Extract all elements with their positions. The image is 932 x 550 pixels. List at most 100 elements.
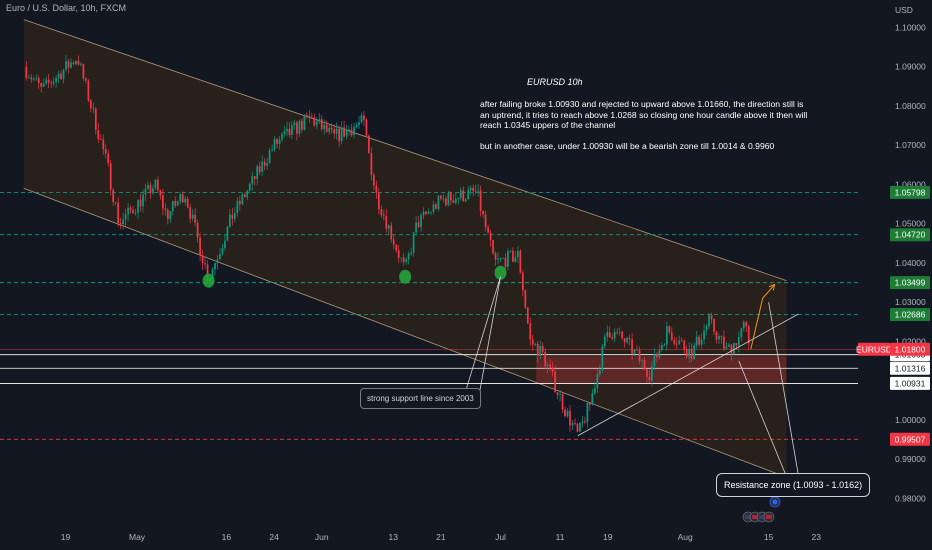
candle-body[interactable] <box>80 63 82 65</box>
candle-body[interactable] <box>397 250 400 258</box>
level-price-badge-2[interactable] <box>890 276 930 290</box>
candle-body[interactable] <box>636 349 638 351</box>
candle-body[interactable] <box>273 138 276 150</box>
candle-body[interactable] <box>127 207 129 215</box>
candle-body[interactable] <box>291 125 293 136</box>
candle-body[interactable] <box>539 345 542 356</box>
candle-body[interactable] <box>47 79 50 83</box>
candle-body[interactable] <box>544 351 547 367</box>
candle-body[interactable] <box>407 253 410 260</box>
candle-body[interactable] <box>728 344 730 347</box>
candle-body[interactable] <box>60 73 62 80</box>
candle-body[interactable] <box>296 122 298 134</box>
candle-body[interactable] <box>358 122 360 126</box>
candle-body[interactable] <box>62 69 65 80</box>
candle-body[interactable] <box>97 130 100 140</box>
candle-body[interactable] <box>569 410 571 426</box>
candle-body[interactable] <box>410 252 412 254</box>
candle-body[interactable] <box>613 331 616 339</box>
candle-body[interactable] <box>169 211 172 220</box>
candle-body[interactable] <box>469 187 472 191</box>
candle-body[interactable] <box>440 195 442 199</box>
candle-body[interactable] <box>412 232 415 253</box>
candle-body[interactable] <box>598 370 601 375</box>
candle-body[interactable] <box>65 61 67 70</box>
candle-body[interactable] <box>189 207 192 219</box>
candle-body[interactable] <box>673 339 676 344</box>
candle-body[interactable] <box>191 214 194 219</box>
candle-body[interactable] <box>281 134 283 140</box>
candle-body[interactable] <box>343 127 345 137</box>
candle-body[interactable] <box>353 127 355 136</box>
candle-body[interactable] <box>690 348 693 359</box>
candle-body[interactable] <box>288 128 291 136</box>
candle-body[interactable] <box>70 62 72 68</box>
candle-body[interactable] <box>551 367 554 372</box>
candle-body[interactable] <box>708 315 710 326</box>
candle-body[interactable] <box>214 263 216 270</box>
candle-body[interactable] <box>283 131 286 135</box>
channel-upper-line[interactable] <box>23 19 787 282</box>
resistance-callout[interactable]: Resistance zone (1.0093 - 1.0162) <box>716 473 871 497</box>
candle-body[interactable] <box>224 240 226 248</box>
candle-body[interactable] <box>472 187 475 192</box>
candle-body[interactable] <box>137 199 139 213</box>
candle-body[interactable] <box>402 257 405 262</box>
candle-body[interactable] <box>266 163 269 166</box>
candle-body[interactable] <box>554 371 556 393</box>
candle-body[interactable] <box>427 211 430 214</box>
candle-body[interactable] <box>387 225 390 229</box>
candle-body[interactable] <box>509 250 512 252</box>
candle-body[interactable] <box>27 77 30 79</box>
candle-body[interactable] <box>196 222 199 238</box>
candle-body[interactable] <box>258 166 261 173</box>
candle-body[interactable] <box>35 78 38 80</box>
candle-body[interactable] <box>462 190 465 202</box>
candle-body[interactable] <box>695 336 698 346</box>
candle-body[interactable] <box>534 344 537 345</box>
candle-body[interactable] <box>335 128 338 134</box>
candle-body[interactable] <box>735 343 738 346</box>
candle-body[interactable] <box>85 78 87 81</box>
candle-body[interactable] <box>206 264 209 281</box>
candle-body[interactable] <box>668 326 671 333</box>
candle-body[interactable] <box>680 340 683 342</box>
candle-body[interactable] <box>459 190 462 198</box>
candle-body[interactable] <box>251 176 254 184</box>
candle-body[interactable] <box>40 83 43 87</box>
candle-body[interactable] <box>685 349 688 357</box>
candle-body[interactable] <box>502 258 504 259</box>
candle-body[interactable] <box>648 376 651 381</box>
candle-body[interactable] <box>318 119 321 122</box>
support-touch-marker-1[interactable] <box>399 269 412 284</box>
candle-body[interactable] <box>286 128 288 132</box>
event-flags[interactable] <box>742 496 781 523</box>
candle-body[interactable] <box>526 307 529 324</box>
candle-body[interactable] <box>430 211 432 213</box>
candle-body[interactable] <box>663 344 666 346</box>
candle-body[interactable] <box>363 115 365 120</box>
candle-body[interactable] <box>616 331 619 333</box>
candle-body[interactable] <box>204 263 206 265</box>
candle-body[interactable] <box>720 335 723 337</box>
candle-body[interactable] <box>556 392 559 395</box>
candle-body[interactable] <box>467 190 470 200</box>
candle-body[interactable] <box>400 257 403 259</box>
candle-body[interactable] <box>149 184 152 194</box>
candle-body[interactable] <box>50 82 53 84</box>
time-axis[interactable]: 19 May 16 24 Jun 13 21 Jul 11 19 Aug 15 23 <box>0 522 932 550</box>
candle-body[interactable] <box>30 77 33 80</box>
level-price-badge-3[interactable] <box>890 308 930 322</box>
level-price-badge-5[interactable] <box>890 361 930 375</box>
candle-body[interactable] <box>628 337 631 340</box>
candle-body[interactable] <box>179 194 182 202</box>
candle-body[interactable] <box>308 115 311 117</box>
candle-body[interactable] <box>233 213 236 219</box>
candle-body[interactable] <box>301 120 303 130</box>
candle-body[interactable] <box>360 115 363 123</box>
candle-body[interactable] <box>608 332 611 338</box>
candle-body[interactable] <box>531 339 534 345</box>
candle-body[interactable] <box>449 192 452 201</box>
candle-body[interactable] <box>271 149 273 151</box>
